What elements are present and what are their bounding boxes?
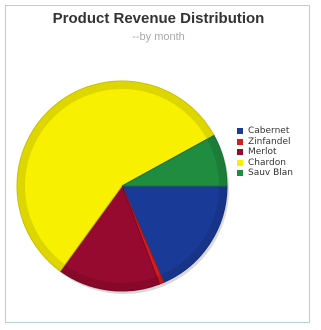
legend-label: Sauv Blan: [248, 168, 294, 179]
legend-swatch: [237, 128, 243, 135]
pie-slice-rim-sauv-blan: [207, 135, 227, 186]
legend-swatch: [237, 170, 243, 177]
legend-item-zinfandel: Zinfandel: [237, 137, 293, 148]
legend-item-sauv-blan: Sauv Blan: [237, 168, 293, 179]
chart-subtitle: --by month: [132, 31, 185, 43]
legend-swatch: [237, 159, 243, 166]
legend-item-cabernet: Cabernet: [237, 126, 293, 137]
pie-slices: [16, 80, 229, 294]
legend-swatch: [237, 149, 243, 156]
legend-label: Chardon: [248, 157, 286, 168]
chart-legend: Cabernet Zinfandel Merlot Chardon Sauv B…: [237, 126, 293, 179]
pie-slice-rim-cabernet: [160, 186, 227, 283]
legend-label: Zinfandel: [248, 136, 291, 147]
legend-swatch: [237, 138, 243, 145]
legend-item-merlot: Merlot: [237, 147, 293, 158]
legend-item-chardon: Chardon: [237, 158, 293, 169]
legend-label: Cabernet: [248, 126, 290, 137]
pie-slice-rim-merlot: [60, 264, 160, 291]
chart-title: Product Revenue Distribution: [52, 10, 265, 27]
pie-slice-rim-zinfandel: [156, 275, 164, 285]
legend-label: Merlot: [248, 147, 277, 158]
